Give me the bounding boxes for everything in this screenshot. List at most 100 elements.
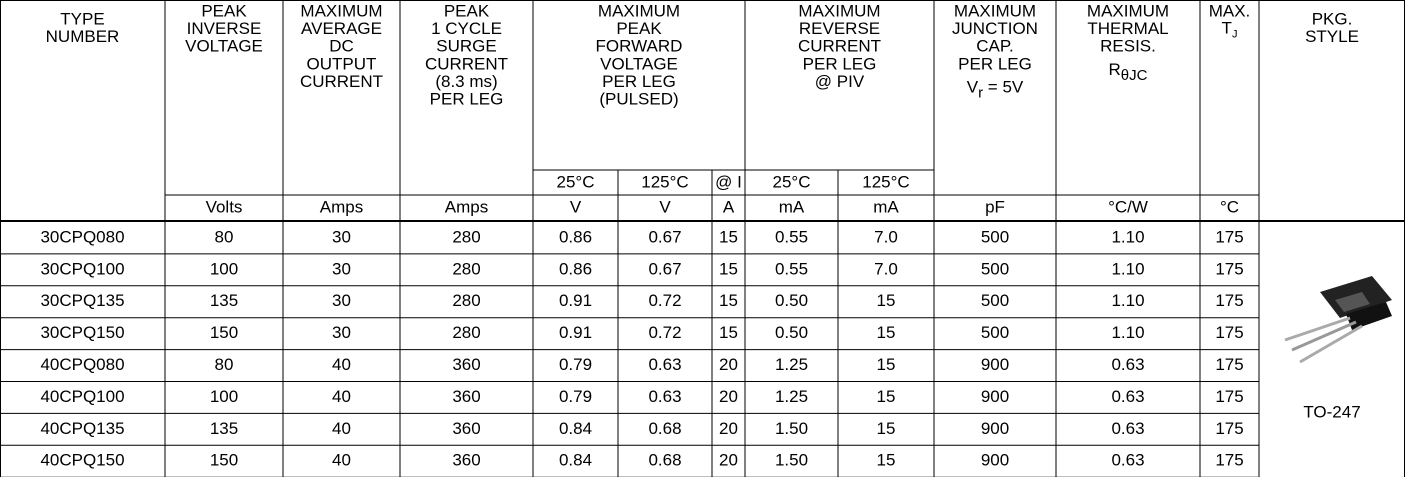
cell: 1.25	[775, 355, 808, 374]
cell: 15	[877, 323, 896, 342]
header-text: (8.3 ms)	[435, 72, 497, 91]
cell: 100	[210, 387, 238, 406]
header-symbol: TJ	[1222, 19, 1238, 40]
header-text: REVERSE	[799, 19, 880, 38]
header-text: MAXIMUM	[1087, 1, 1169, 20]
cell: 0.63	[1111, 355, 1144, 374]
cell: 280	[452, 291, 480, 310]
cell: 1.25	[775, 387, 808, 406]
cell: 0.67	[648, 227, 681, 246]
cell: 15	[719, 227, 738, 246]
cell: 40	[332, 451, 351, 470]
symbol: R	[1109, 60, 1121, 79]
header-text: @ PIV	[815, 72, 865, 91]
header-symbol: Vr = 5V	[967, 78, 1024, 101]
cell: 0.50	[775, 291, 808, 310]
header-text: NUMBER	[46, 27, 120, 46]
cell: 175	[1215, 451, 1243, 470]
unit: mA	[873, 197, 899, 216]
cell: 900	[981, 451, 1009, 470]
header-text: OUTPUT	[307, 54, 377, 73]
header-text: AVERAGE	[301, 19, 382, 38]
cell: 1.50	[775, 419, 808, 438]
subheader: @ I	[715, 172, 742, 191]
header-text: PER LEG	[430, 89, 504, 108]
header-text: VOLTAGE	[185, 37, 263, 56]
cell: 0.50	[775, 323, 808, 342]
unit: pF	[985, 197, 1005, 216]
unit: Volts	[206, 197, 243, 216]
cell: 135	[210, 419, 238, 438]
cell: 150	[210, 451, 238, 470]
cell: 280	[452, 227, 480, 246]
cell: 0.63	[1111, 419, 1144, 438]
header-symbol: RθJC	[1109, 60, 1148, 83]
cell: 30	[332, 323, 351, 342]
cell: 0.55	[775, 227, 808, 246]
unit: °C/W	[1108, 197, 1148, 216]
header-text: MAXIMUM	[798, 1, 880, 20]
cell: 900	[981, 355, 1009, 374]
cell: 500	[981, 323, 1009, 342]
cell: 0.86	[559, 227, 592, 246]
cell: 0.63	[648, 387, 681, 406]
unit: °C	[1220, 197, 1239, 216]
header-text: MAX.	[1209, 1, 1251, 20]
header-text: PER LEG	[602, 72, 676, 91]
subheader: 25°C	[557, 172, 595, 191]
type-number: 30CPQ135	[40, 291, 124, 310]
spec-table: TYPENUMBERPEAKINVERSEVOLTAGEMAXIMUMAVERA…	[0, 0, 1405, 477]
cell: 15	[719, 259, 738, 278]
type-number: 40CPQ135	[40, 419, 124, 438]
cell: 175	[1215, 419, 1243, 438]
cell: 175	[1215, 291, 1243, 310]
cell: 175	[1215, 323, 1243, 342]
cell: 900	[981, 419, 1009, 438]
header-text: CURRENT	[798, 37, 881, 56]
cell: 7.0	[874, 227, 898, 246]
cell: 15	[877, 291, 896, 310]
cell: 20	[719, 451, 738, 470]
cell: 15	[877, 355, 896, 374]
cell: 900	[981, 387, 1009, 406]
cell: 15	[877, 387, 896, 406]
subheader: 125°C	[862, 172, 909, 191]
cell: 7.0	[874, 259, 898, 278]
cell: 100	[210, 259, 238, 278]
cell: 15	[719, 323, 738, 342]
cell: 150	[210, 323, 238, 342]
symbol: T	[1222, 19, 1232, 38]
cell: 0.63	[648, 355, 681, 374]
cell: 500	[981, 259, 1009, 278]
cell: 0.63	[1111, 451, 1144, 470]
header-text: THERMAL	[1087, 19, 1168, 38]
cell: 80	[215, 227, 234, 246]
cell: 0.79	[559, 355, 592, 374]
unit: Amps	[445, 197, 488, 216]
header-text: PEAK	[444, 1, 490, 20]
header-text: STYLE	[1305, 27, 1359, 46]
cell: 0.55	[775, 259, 808, 278]
cell: 30	[332, 227, 351, 246]
header-text: TYPE	[60, 9, 104, 28]
cell: 0.84	[559, 419, 592, 438]
header-text: (PULSED)	[599, 89, 678, 108]
cell: 360	[452, 451, 480, 470]
subscript: θJC	[1121, 67, 1148, 84]
cell: 1.10	[1111, 291, 1144, 310]
type-number: 30CPQ080	[40, 227, 124, 246]
cell: 0.72	[648, 323, 681, 342]
header-text: VOLTAGE	[600, 54, 678, 73]
cell: 280	[452, 323, 480, 342]
cell: 175	[1215, 387, 1243, 406]
cell: 15	[719, 291, 738, 310]
cell: 80	[215, 355, 234, 374]
type-number: 40CPQ100	[40, 387, 124, 406]
cell: 30	[332, 291, 351, 310]
package-image	[1285, 276, 1392, 362]
package-name: TO-247	[1303, 402, 1360, 421]
subscript: J	[1232, 29, 1238, 41]
header-text: PER LEG	[958, 54, 1032, 73]
cell: 30	[332, 259, 351, 278]
header-text: SURGE	[436, 37, 496, 56]
